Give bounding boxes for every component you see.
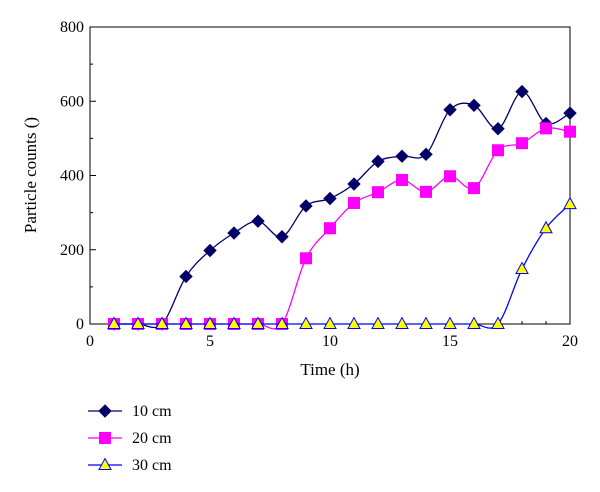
data-point-30-cm: [107, 316, 121, 329]
data-point-20-cm: [396, 173, 408, 186]
data-point-30-cm: [563, 196, 577, 210]
data-point-20-cm: [468, 182, 480, 195]
x-tick-label: 15: [442, 333, 458, 350]
data-point-30-cm: [179, 316, 193, 329]
legend-label: 20 cm: [132, 430, 172, 447]
data-point-10-cm: [467, 98, 481, 113]
data-point-10-cm: [251, 214, 265, 228]
data-point-10-cm: [515, 84, 529, 99]
legend-marker: [99, 432, 111, 444]
data-point-30-cm: [419, 316, 433, 329]
data-point-30-cm: [203, 316, 217, 329]
data-point-10-cm: [563, 106, 577, 120]
data-point-30-cm: [131, 316, 145, 329]
data-point-20-cm: [348, 196, 360, 209]
data-point-30-cm: [347, 316, 361, 329]
data-point-20-cm: [492, 144, 504, 157]
data-point-30-cm: [227, 316, 241, 329]
data-point-20-cm: [540, 122, 552, 135]
data-point-30-cm: [395, 316, 409, 329]
data-point-30-cm: [155, 316, 169, 329]
data-point-30-cm: [467, 316, 481, 329]
y-axis: 0 200 400 600 800: [60, 19, 96, 333]
data-point-10-cm: [347, 177, 361, 191]
data-point-30-cm: [323, 316, 337, 329]
y-tick-label: 600: [60, 93, 84, 110]
data-point-10-cm: [371, 154, 385, 169]
data-point-30-cm: [251, 316, 265, 329]
data-point-30-cm: [299, 316, 313, 329]
x-axis-title: Time (h): [300, 360, 359, 379]
series-10-cm: [107, 84, 577, 331]
series-layer: [107, 84, 577, 331]
data-point-30-cm: [491, 316, 505, 329]
x-tick-label: 20: [562, 333, 578, 350]
data-point-20-cm: [372, 186, 384, 199]
data-point-20-cm: [300, 252, 312, 265]
legend-label: 30 cm: [132, 457, 172, 474]
data-point-10-cm: [179, 269, 193, 284]
y-tick-label: 400: [60, 168, 84, 185]
series-line-20-cm: [114, 127, 571, 330]
y-tick-label: 800: [60, 19, 84, 36]
data-point-10-cm: [275, 230, 289, 244]
data-point-10-cm: [227, 226, 241, 240]
series-line-30-cm: [114, 203, 571, 329]
legend: 10 cm 20 cm 30 cm: [88, 403, 172, 474]
legend-item-10-cm: 10 cm: [88, 403, 172, 420]
legend-label: 10 cm: [132, 403, 172, 420]
data-point-10-cm: [395, 149, 409, 163]
data-point-20-cm: [516, 137, 528, 150]
data-point-10-cm: [299, 199, 313, 213]
x-tick-label: 5: [206, 333, 214, 350]
data-point-30-cm: [443, 316, 457, 329]
legend-marker: [98, 457, 112, 470]
data-point-30-cm: [539, 220, 553, 234]
plot-area: [89, 26, 571, 325]
data-point-10-cm: [419, 147, 433, 162]
y-tick-label: 200: [60, 242, 84, 259]
data-point-20-cm: [420, 185, 432, 198]
legend-marker: [98, 404, 112, 418]
series-20-cm: [108, 122, 576, 330]
series-30-cm: [107, 196, 577, 329]
data-point-10-cm: [443, 103, 457, 117]
data-point-20-cm: [324, 222, 336, 235]
data-point-20-cm: [444, 170, 456, 183]
data-point-10-cm: [203, 243, 217, 258]
data-point-10-cm: [323, 191, 337, 206]
x-tick-label: 10: [322, 333, 338, 350]
x-tick-label: 0: [86, 333, 94, 350]
y-tick-label: 0: [76, 316, 84, 333]
data-point-30-cm: [371, 316, 385, 329]
legend-item-20-cm: 20 cm: [88, 430, 172, 447]
legend-item-30-cm: 30 cm: [88, 457, 172, 474]
y-axis-title: Particle counts (): [21, 117, 40, 233]
data-point-10-cm: [491, 122, 505, 136]
data-point-30-cm: [275, 316, 289, 329]
data-point-30-cm: [515, 261, 529, 275]
data-point-20-cm: [564, 125, 576, 138]
